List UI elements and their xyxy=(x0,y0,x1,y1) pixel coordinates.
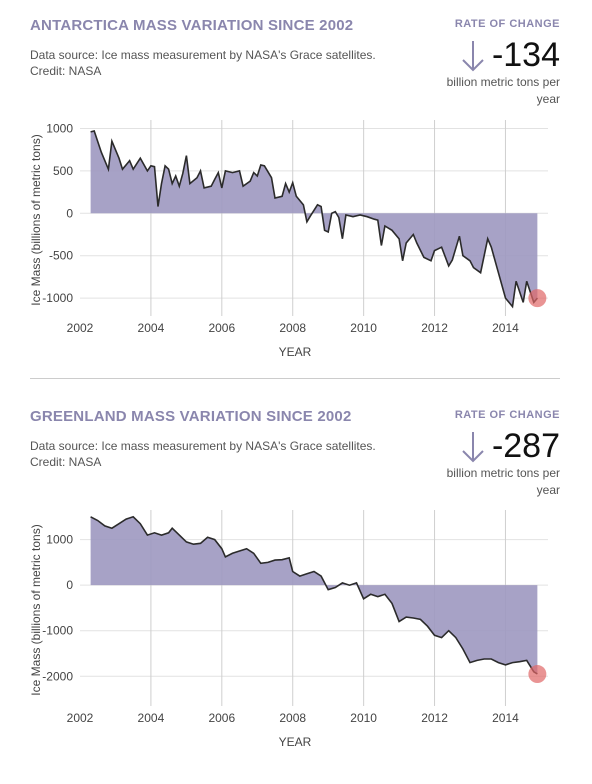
x-axis-label: YEAR xyxy=(279,345,312,359)
end-point xyxy=(528,665,547,684)
area xyxy=(90,516,538,674)
x-tick-label: 2014 xyxy=(492,321,519,335)
x-tick-label: 2012 xyxy=(421,711,448,725)
down-arrow xyxy=(462,431,484,462)
y-tick-label: 0 xyxy=(66,206,73,220)
rate-unit: billion metric tons per year xyxy=(446,75,560,106)
y-tick-label: 1000 xyxy=(46,533,73,547)
divider xyxy=(30,378,560,379)
y-tick-label: -2000 xyxy=(42,669,73,683)
down-arrow xyxy=(462,40,484,71)
x-tick-label: 2002 xyxy=(67,321,94,335)
chart: 1000 0 -1000 -2000 2002 2004 2006 2008 2010 2012 2… xyxy=(29,510,548,749)
line xyxy=(90,130,539,309)
y-tick-label: 500 xyxy=(53,164,73,178)
chart: 1000 500 0 -500 -1000 2002 2004 2006 2008 2010 201… xyxy=(29,120,548,359)
rate-label: RATE OF CHANGE xyxy=(454,409,560,421)
area xyxy=(90,131,538,307)
x-tick-label: 2010 xyxy=(350,711,377,725)
x-tick-label: 2006 xyxy=(208,711,235,725)
x-tick-label: 2012 xyxy=(421,321,448,335)
x-tick-label: 2004 xyxy=(138,711,165,725)
x-tick-label: 2002 xyxy=(67,711,94,725)
y-axis-label: Ice Mass (billions of metric tons) xyxy=(29,524,43,695)
rate-box: -134 xyxy=(460,36,560,75)
x-tick-label: 2014 xyxy=(492,711,519,725)
y-tick-label: -1000 xyxy=(42,624,73,638)
credit: Credit: NASA xyxy=(30,64,102,78)
chart-title: GREENLAND MASS VARIATION SINCE 2002 xyxy=(30,408,352,425)
y-tick-label: 1000 xyxy=(46,121,73,135)
end-point xyxy=(528,289,547,308)
source: Data source: Ice mass measurement by NAS… xyxy=(30,48,376,62)
x-tick-label: 2006 xyxy=(208,321,235,335)
rate-label: RATE OF CHANGE xyxy=(454,18,560,30)
y-tick-label: 0 xyxy=(66,578,73,592)
rate-value: -134 xyxy=(491,36,560,74)
x-tick-label: 2008 xyxy=(279,321,306,335)
line xyxy=(90,515,538,675)
chart-title: ANTARCTICA MASS VARIATION SINCE 2002 xyxy=(30,17,354,34)
rate-value: -287 xyxy=(491,427,560,465)
x-axis-label: YEAR xyxy=(279,735,312,749)
x-tick-label: 2008 xyxy=(279,711,306,725)
rate-unit: billion metric tons per year xyxy=(446,466,560,497)
y-axis-label: Ice Mass (billions of metric tons) xyxy=(29,134,43,305)
source: Data source: Ice mass measurement by NAS… xyxy=(30,439,376,453)
y-tick-label: -500 xyxy=(49,249,73,263)
credit: Credit: NASA xyxy=(30,455,102,469)
rate-box: -287 xyxy=(460,427,560,466)
x-tick-label: 2004 xyxy=(138,321,165,335)
y-tick-label: -1000 xyxy=(42,291,73,305)
x-tick-label: 2010 xyxy=(350,321,377,335)
